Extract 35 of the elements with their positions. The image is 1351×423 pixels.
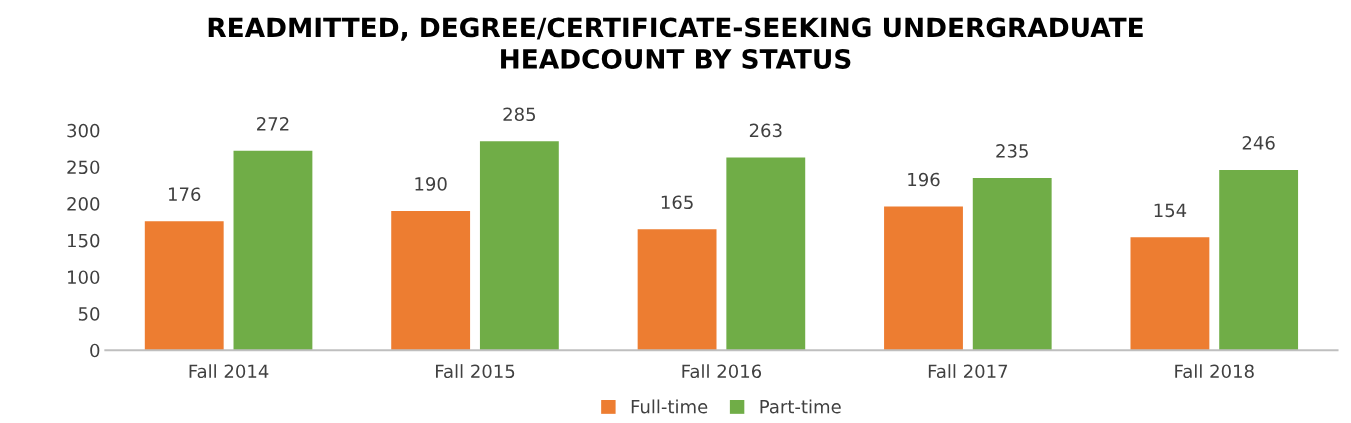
data-label: 235 (996, 144, 1028, 158)
x-tick-label: Fall 2014 (189, 364, 269, 379)
x-tick-label: Fall 2017 (928, 364, 1008, 379)
bar (972, 177, 1052, 351)
data-label: 246 (1242, 136, 1275, 150)
data-label: 285 (503, 107, 536, 122)
bar (637, 229, 717, 351)
chart-title: READMITTED, DEGREE/CERTIFICATE-SEEKING UNDERGRADUATE HEADCOUNT BY STATUS (208, 17, 1143, 69)
data-label: 154 (1154, 203, 1187, 218)
bar (1130, 237, 1210, 351)
x-tick-label: Fall 2018 (1175, 364, 1254, 379)
y-tick-label: 50 (78, 307, 100, 321)
bar (884, 206, 963, 351)
y-tick-label: 0 (90, 343, 100, 358)
bar (479, 141, 559, 351)
y-tick-label: 200 (67, 197, 100, 211)
bar (1219, 169, 1299, 351)
data-label: 272 (257, 116, 289, 131)
y-tick-label: 100 (68, 270, 100, 285)
bar (391, 210, 471, 351)
y-tick-label: 150 (68, 233, 100, 248)
x-tick-label: Fall 2015 (436, 364, 515, 379)
y-tick-label: 300 (67, 123, 100, 138)
y-tick-label: 250 (67, 160, 100, 175)
legend-label: Part-time (760, 399, 841, 414)
bar (233, 150, 313, 351)
bar (726, 157, 806, 351)
data-label: 165 (661, 195, 693, 210)
data-label: 263 (749, 123, 782, 138)
legend-label: Full-time (631, 399, 708, 414)
data-label: 176 (168, 187, 201, 202)
bar (144, 221, 224, 351)
x-tick-label: Fall 2016 (682, 364, 762, 379)
data-label: 196 (908, 172, 940, 187)
data-label: 190 (415, 177, 447, 191)
